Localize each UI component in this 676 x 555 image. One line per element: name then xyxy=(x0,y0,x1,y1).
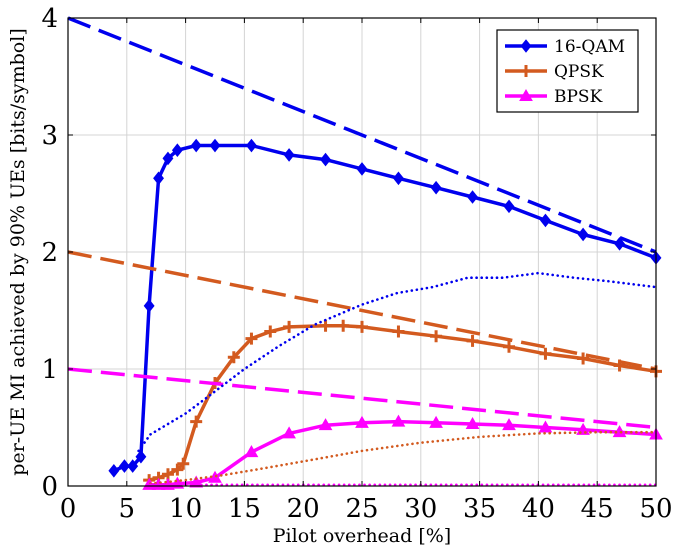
series-1-point-14 xyxy=(392,325,405,338)
legend-marker-0 xyxy=(520,39,532,53)
series-1-point-18 xyxy=(539,347,552,360)
series-2-point-7 xyxy=(282,426,296,439)
series-2-point-14 xyxy=(538,420,553,433)
x-axis-label: Pilot overhead [%] xyxy=(273,525,451,547)
series-0-point-5 xyxy=(153,171,164,186)
x-tick-label-1: 5 xyxy=(119,494,136,524)
series-0-point-15 xyxy=(430,180,442,195)
series-1-point-7 xyxy=(227,351,240,364)
series-0-point-7 xyxy=(171,143,183,158)
series-6-dotted xyxy=(137,271,658,453)
series-0-point-0 xyxy=(108,463,120,478)
series-0-point-12 xyxy=(320,152,331,167)
series-2-point-6 xyxy=(244,445,259,458)
series-0-point-4 xyxy=(143,299,155,313)
series-7-dotted xyxy=(149,430,658,486)
x-tick-label-9: 45 xyxy=(581,494,614,524)
series-7-line xyxy=(149,430,658,486)
series-1-point-10 xyxy=(283,320,296,333)
legend-item-2: BPSK xyxy=(505,87,603,107)
series-1-point-12 xyxy=(337,319,350,332)
x-tick-label-2: 10 xyxy=(169,494,202,524)
series-2-point-12 xyxy=(465,416,480,429)
x-tick-label-3: 15 xyxy=(228,494,261,524)
y-axis-label: per-UE MI achieved by 90% UEs [bits/symb… xyxy=(7,28,29,475)
series-3-dashed xyxy=(67,16,657,254)
series-1-point-15 xyxy=(430,330,443,343)
x-tick-label-8: 40 xyxy=(522,494,555,524)
y-tick-label-4: 4 xyxy=(41,4,58,34)
x-tick-label-6: 30 xyxy=(404,494,437,524)
legend: 16-QAM QPSK BPSK xyxy=(496,29,639,113)
series-2-point-4 xyxy=(189,475,204,488)
series-0-solid xyxy=(108,138,662,478)
series-0-line xyxy=(113,143,657,473)
y-tick-label-0: 0 xyxy=(41,472,58,502)
legend-label-1: QPSK xyxy=(554,62,604,82)
series-1-point-4 xyxy=(177,457,190,470)
series-3-line xyxy=(67,16,657,254)
tick-labels: 0 5 10 15 20 25 30 35 40 45 50 0 1 2 3 4 xyxy=(41,4,672,524)
series-1-point-5 xyxy=(190,415,203,428)
legend-label-0: 16-QAM xyxy=(554,37,625,57)
series-2-point-10 xyxy=(391,414,406,427)
series-0-point-16 xyxy=(467,190,478,204)
series-4-line xyxy=(67,250,657,371)
series-0-point-9 xyxy=(209,138,221,153)
y-tick-label-3: 3 xyxy=(41,121,58,151)
series-0-point-18 xyxy=(540,213,551,228)
series-4-dashed xyxy=(67,250,657,371)
x-tick-label-10: 50 xyxy=(639,494,672,524)
series-1-point-16 xyxy=(466,334,479,347)
series-6-line xyxy=(137,271,658,453)
series-0-point-14 xyxy=(393,171,404,186)
series-1-point-8 xyxy=(245,332,258,345)
series-1-point-13 xyxy=(356,320,368,333)
series-0-point-13 xyxy=(356,162,368,176)
legend-item-1: QPSK xyxy=(505,62,604,82)
series-2-point-8 xyxy=(318,418,333,431)
series-2-point-13 xyxy=(502,418,516,431)
x-tick-label-0: 0 xyxy=(60,494,77,524)
series-0-point-2 xyxy=(127,459,139,473)
series-0-point-11 xyxy=(283,148,295,162)
series-1-point-17 xyxy=(503,340,515,353)
x-tick-label-5: 25 xyxy=(345,494,378,524)
legend-label-2: BPSK xyxy=(554,87,603,107)
x-tick-label-7: 35 xyxy=(463,494,496,524)
x-tick-label-4: 20 xyxy=(287,494,320,524)
series-0-point-1 xyxy=(119,459,130,473)
series-0-point-8 xyxy=(190,138,202,153)
y-tick-label-2: 2 xyxy=(41,238,58,268)
series-2-point-11 xyxy=(429,415,443,428)
series-1-line xyxy=(148,323,657,482)
series-0-point-19 xyxy=(577,227,589,242)
legend-item-0: 16-QAM xyxy=(505,37,625,57)
axes xyxy=(67,17,657,487)
series-0-point-3 xyxy=(135,449,147,464)
series-1-point-11 xyxy=(319,319,332,332)
series-0-point-6 xyxy=(162,151,174,166)
series-1-solid xyxy=(143,319,662,487)
series-0-point-20 xyxy=(614,237,625,251)
series-1-point-19 xyxy=(577,352,590,365)
y-tick-label-1: 1 xyxy=(41,355,58,385)
series-0-point-17 xyxy=(503,199,515,214)
series-layer xyxy=(67,16,663,490)
series-0-point-10 xyxy=(246,138,257,153)
legend-marker-2 xyxy=(519,88,533,101)
series-1-point-9 xyxy=(264,325,277,338)
series-1-point-3 xyxy=(171,463,184,476)
series-2-point-9 xyxy=(355,415,369,428)
legend-marker-1 xyxy=(520,65,532,77)
series-2-solid xyxy=(142,414,663,490)
